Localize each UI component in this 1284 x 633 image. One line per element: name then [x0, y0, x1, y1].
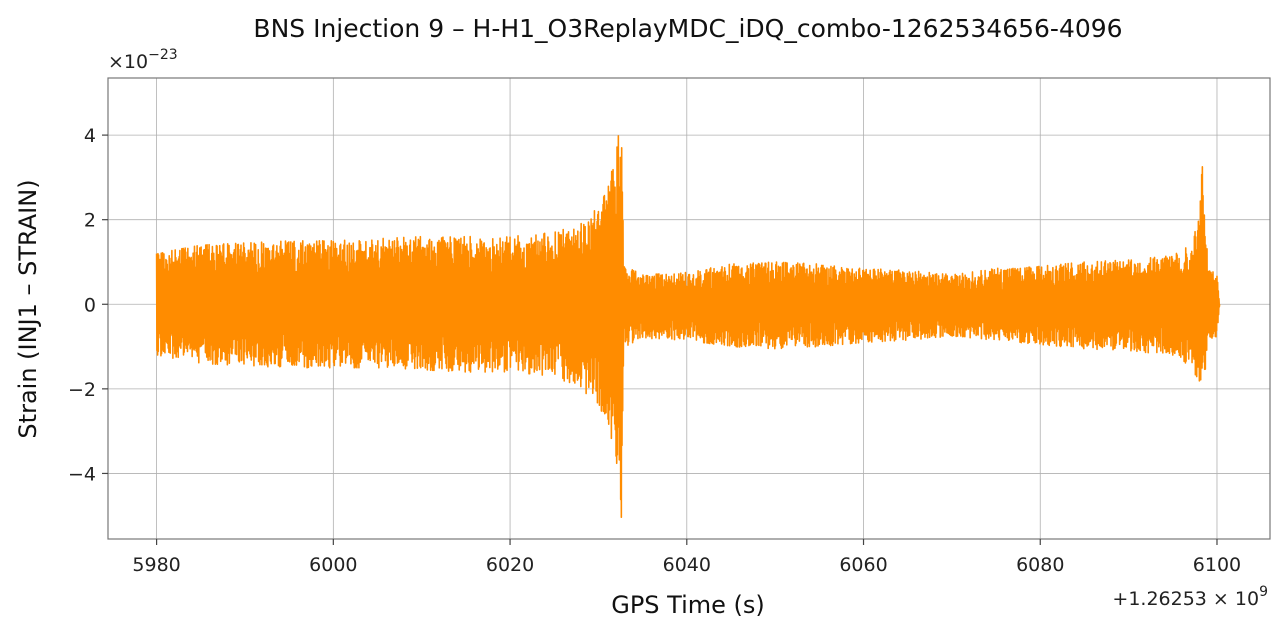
x-axis-ticks: 5980 6000 6020 6040 6060 6080 6100 [132, 539, 1241, 576]
x-tick-label: 5980 [132, 554, 180, 576]
plot-frame [107, 77, 1271, 540]
strain-trace [155, 135, 1221, 518]
y-tick-label: 2 [84, 210, 96, 232]
y-axis-ticks: −4 −2 0 2 4 [68, 125, 108, 485]
x-tick-label: 6020 [486, 554, 534, 576]
y-axis-label: Strain (INJ1 – STRAIN) [14, 179, 42, 438]
x-offset-exponent: 9 [1259, 584, 1268, 600]
x-axis-label: GPS Time (s) [611, 591, 765, 619]
x-tick-label: 6060 [839, 554, 887, 576]
strain-series-line [155, 135, 1221, 518]
x-offset-base: +1.26253 × 10 [1112, 588, 1259, 610]
x-tick-label: 6040 [663, 554, 711, 576]
y-tick-label: 0 [84, 294, 96, 316]
y-scale-base: ×10 [108, 51, 148, 73]
x-offset-label: +1.26253 × 109 [1112, 584, 1268, 610]
y-tick-label: −2 [68, 379, 96, 401]
y-scale-exponent: −23 [148, 47, 178, 63]
y-tick-label: −4 [68, 463, 96, 485]
x-tick-label: 6100 [1193, 554, 1241, 576]
y-tick-label: 4 [84, 125, 96, 147]
y-scale-factor: ×10−23 [108, 47, 178, 73]
x-tick-label: 6080 [1016, 554, 1064, 576]
x-tick-label: 6000 [309, 554, 357, 576]
chart-title: BNS Injection 9 – H-H1_O3ReplayMDC_iDQ_c… [253, 14, 1122, 43]
